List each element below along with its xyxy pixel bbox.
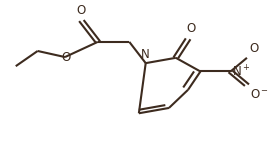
- Text: O: O: [250, 42, 259, 55]
- Text: N: N: [141, 48, 150, 61]
- Text: N$^+$: N$^+$: [232, 64, 251, 79]
- Text: O: O: [62, 51, 71, 64]
- Text: O: O: [77, 4, 86, 17]
- Text: O$^-$: O$^-$: [250, 88, 269, 101]
- Text: O: O: [186, 22, 196, 35]
